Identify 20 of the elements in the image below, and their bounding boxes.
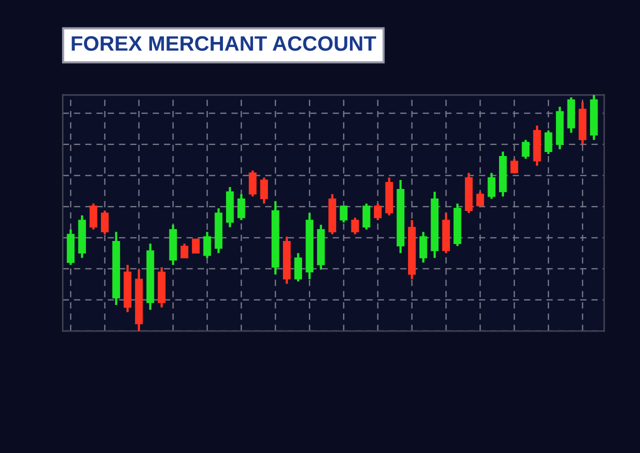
candlestick [362, 202, 370, 231]
candlestick [237, 193, 246, 222]
candlestick [294, 252, 302, 283]
candlestick [522, 138, 530, 160]
candlestick [90, 202, 98, 231]
candlestick [340, 204, 348, 224]
candlestick [476, 190, 484, 208]
candlestick [419, 230, 428, 264]
candlestick [248, 169, 257, 198]
candlestick [180, 242, 188, 259]
candlestick [100, 210, 109, 236]
candlestick [510, 158, 518, 174]
candlestick [192, 238, 200, 254]
candlestick [260, 176, 268, 205]
candlestick [488, 172, 496, 200]
chart-title: FOREX MERCHANT ACCOUNT [72, 36, 376, 51]
candlestick [203, 230, 212, 259]
candlestick [544, 129, 552, 156]
candlestick [351, 216, 359, 236]
candlestick [374, 202, 382, 222]
